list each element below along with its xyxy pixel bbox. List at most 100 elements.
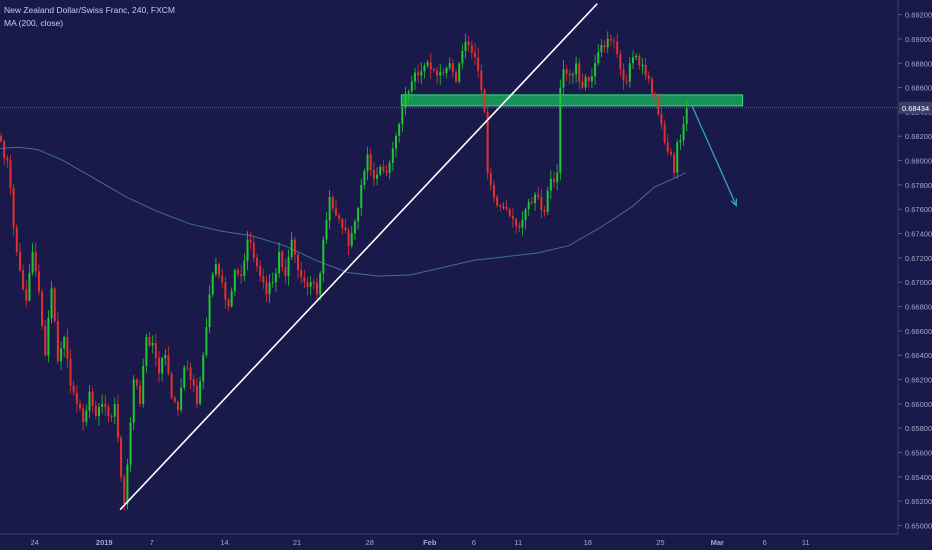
candle-body [537,194,540,198]
candle-body [63,336,66,349]
candle-body [657,98,660,115]
candle-body [679,140,682,143]
candle-body [632,57,634,64]
price-tick-label: 0.67200 [905,254,932,263]
candle-body [499,205,502,207]
price-tick-label: 0.66000 [905,400,932,409]
candle-body [423,65,426,72]
candle-body [451,63,454,73]
candle-body [442,72,445,74]
candle-body [79,403,81,409]
candle-body [293,239,296,255]
candle-body [85,410,88,423]
candle-body [18,251,21,271]
candle-body [218,263,221,276]
candle-body [638,55,641,66]
candle-body [195,385,198,404]
candle-body [347,230,350,246]
candle-body [12,187,15,228]
candle-body [647,75,650,79]
candle-body [69,358,72,386]
time-tick-label: 25 [656,538,664,547]
candle-body [91,391,94,406]
candle-body [575,63,578,75]
candle-body [142,365,145,404]
candle-body [151,343,154,346]
candle-body [432,69,435,71]
candle-body [613,40,616,42]
candle-body [654,93,657,99]
candle-body [189,367,192,380]
candle-body [176,401,179,410]
candle-body [385,170,388,173]
candle-body [439,72,442,76]
candle-body [284,267,287,277]
candle-body [391,148,394,164]
candle-body [139,385,142,404]
candle-body [164,355,167,359]
price-tick-label: 0.65600 [905,449,932,458]
candle-body [306,282,309,287]
candle-body [41,291,44,327]
candle-body [584,77,587,88]
candle-body [341,218,344,228]
candle-body [145,336,148,366]
candle-body [246,239,249,261]
candle-body [104,403,107,408]
candle-body [183,367,186,388]
candle-body [407,91,410,94]
time-tick-label: 24 [31,538,39,547]
candle-body [398,124,401,136]
candle-body [60,348,63,362]
candle-body [521,219,524,228]
candle-body [88,391,91,411]
candle-body [274,273,277,283]
price-tick-label: 0.66400 [905,351,932,360]
candle-body [325,220,328,240]
candle-body [328,197,331,221]
candle-body [158,358,160,374]
candle-body [483,90,486,112]
time-tick-label: 21 [293,538,301,547]
candle-body [101,403,104,407]
price-tick-label: 0.65400 [905,473,932,482]
time-tick-label: 18 [584,538,592,547]
candle-body [597,52,600,64]
candle-body [243,260,246,277]
candle-body [644,64,647,76]
candle-body [148,336,151,346]
candle-body [290,239,293,257]
candle-body [562,69,565,88]
candle-body [515,218,518,226]
candle-body [37,271,40,292]
candle-body [132,379,135,423]
candle-body [559,87,562,173]
ascending-trendline [119,3,598,511]
candle-body [496,197,499,206]
candle-body [540,197,543,211]
time-tick-label: 6 [472,538,476,547]
candle-body [395,135,397,149]
last-price-label: 0.68434 [902,104,929,113]
time-tick-label: 6 [763,538,767,547]
candle-body [211,274,214,295]
candle-body [265,281,268,295]
candle-body [568,73,571,76]
candle-body [470,45,473,53]
candle-body [3,141,6,159]
candle-body [594,63,597,77]
price-tick-label: 0.67600 [905,205,932,214]
candle-body [180,387,183,410]
candle-body [224,282,227,300]
candle-body [429,62,432,70]
candle-body [50,288,53,319]
candle-body [240,274,243,277]
candle-body [622,69,625,81]
price-tick-label: 0.66800 [905,303,932,312]
candle-body [221,275,224,283]
candle-body [154,343,157,359]
candle-body [334,208,337,216]
candle-body [508,209,511,217]
